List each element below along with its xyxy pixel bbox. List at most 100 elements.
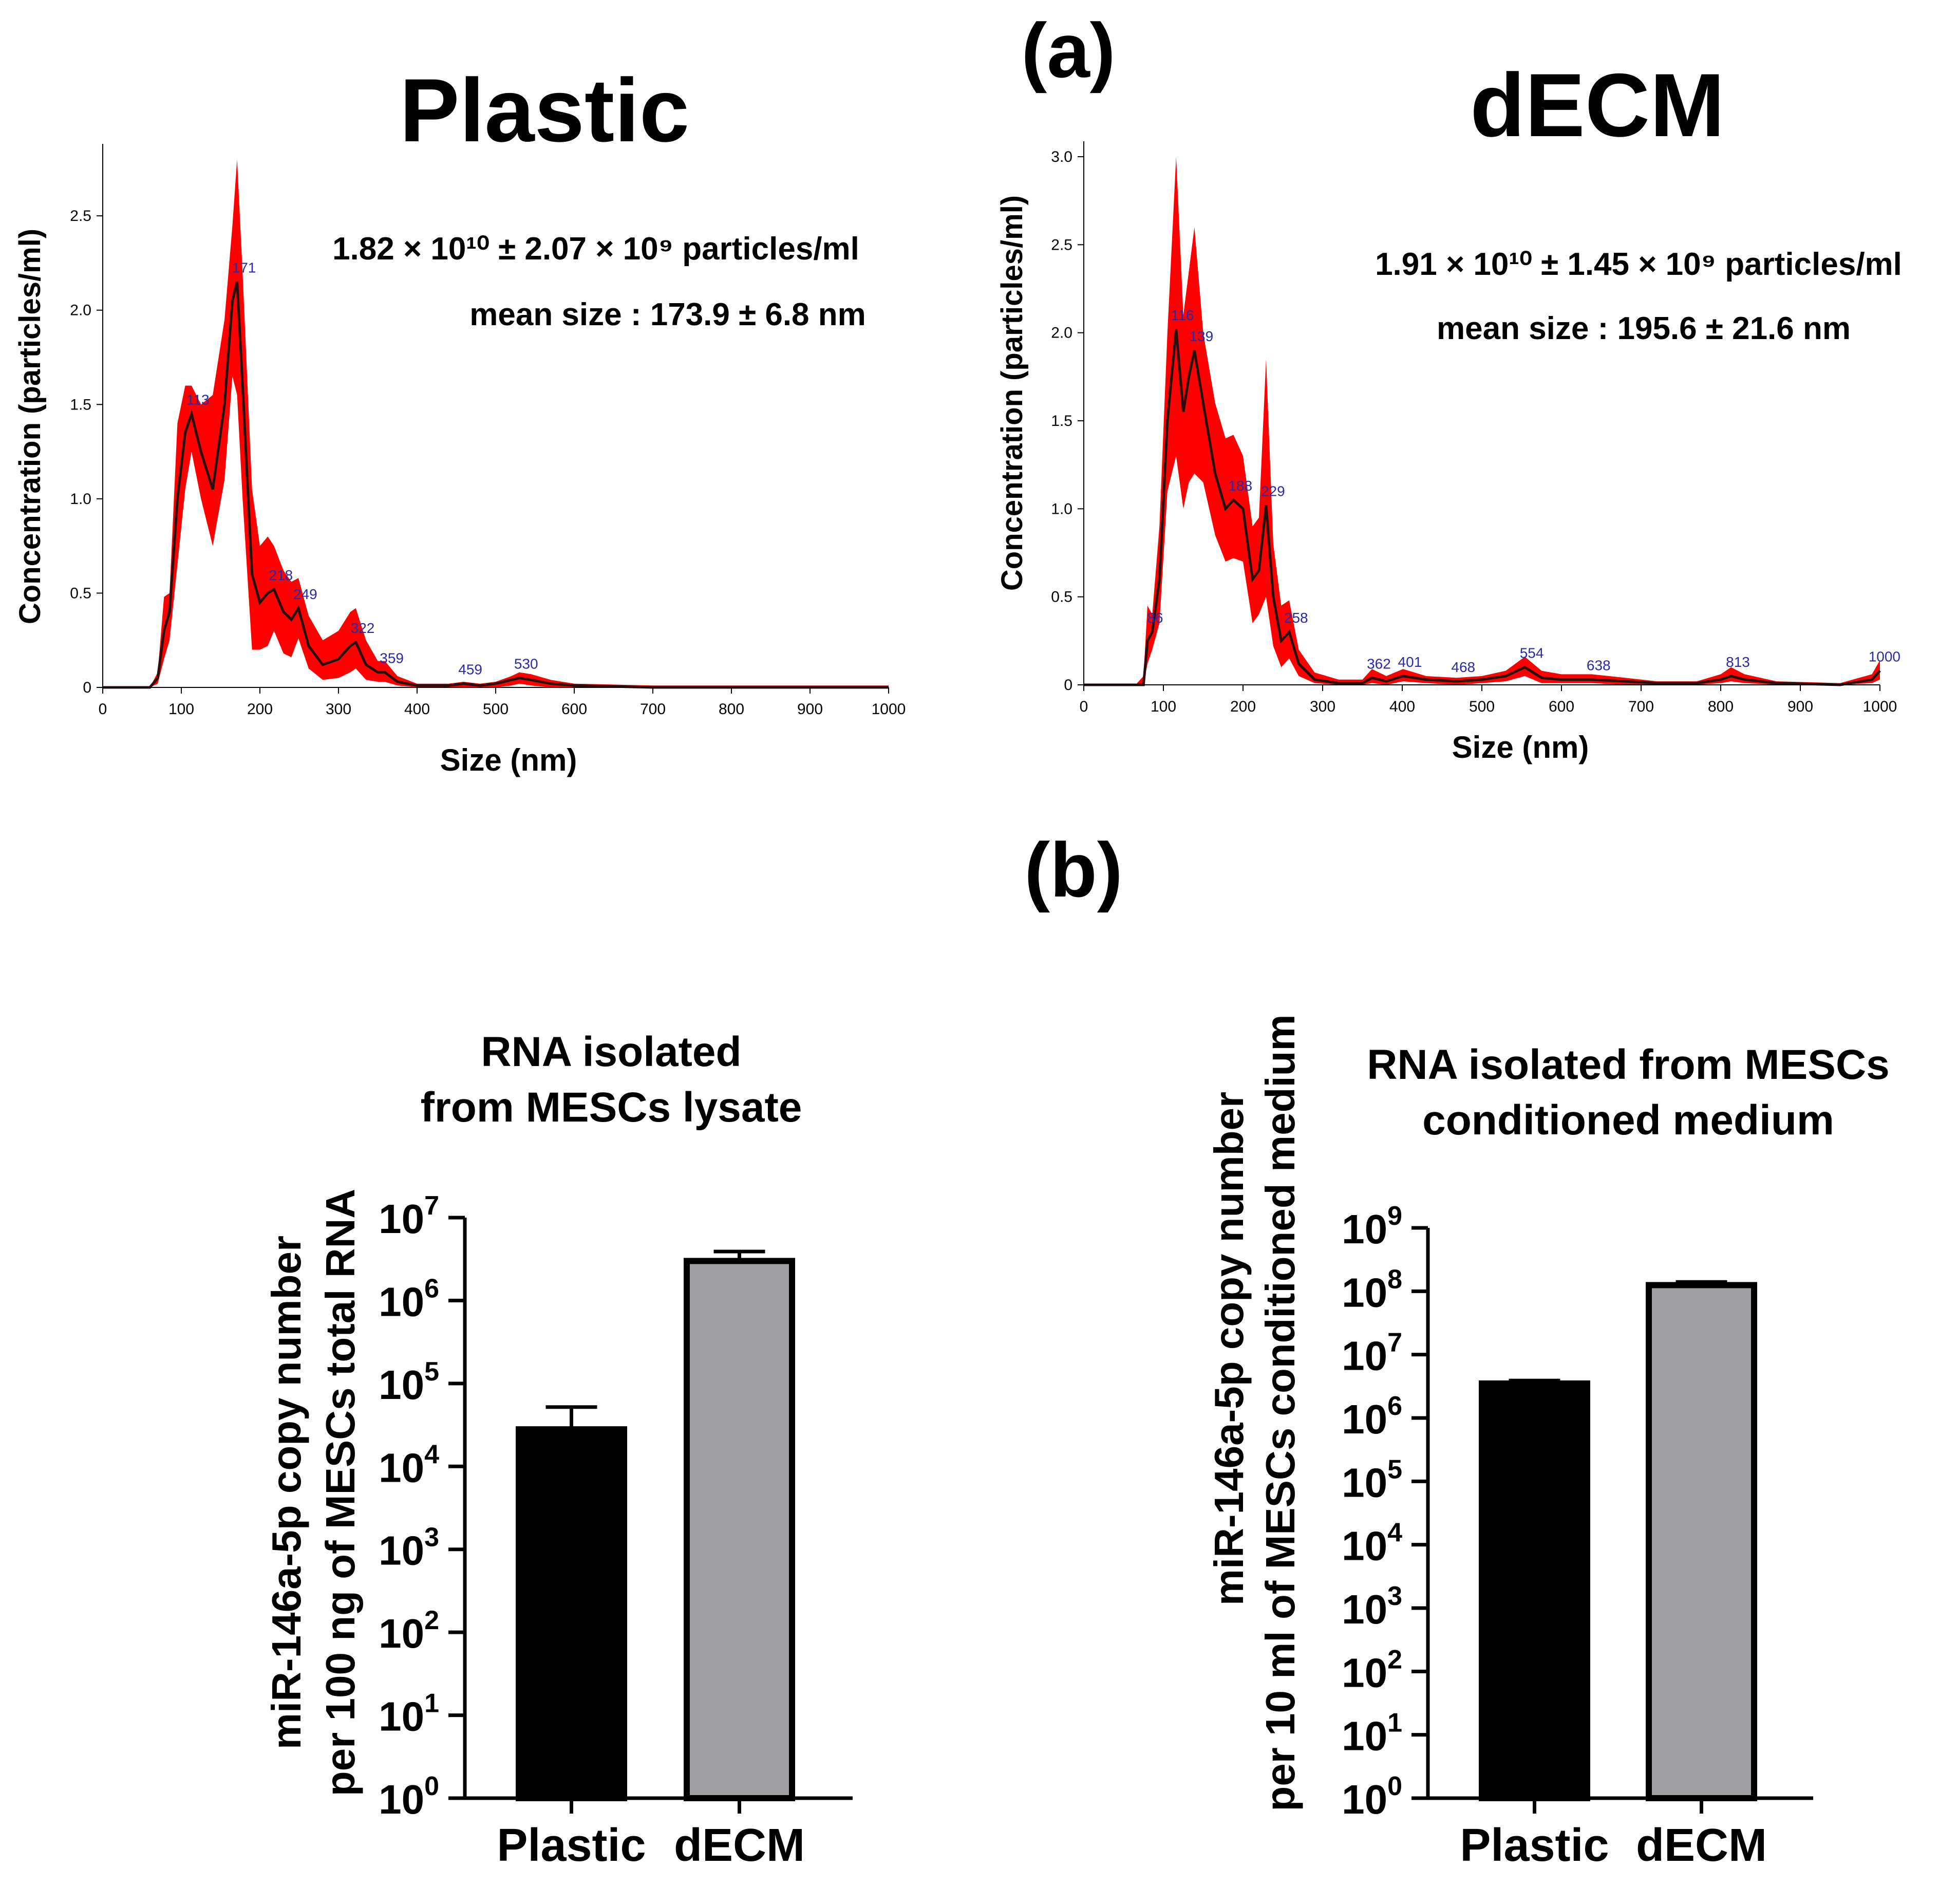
x-tick-label: 900 [1787,698,1813,715]
x-axis-label: Size (nm) [440,743,577,777]
x-tick-label: 300 [1310,698,1335,715]
bar-decm [684,1258,795,1801]
y-tick-label: 1.0 [70,491,91,508]
mean-size-annotation: mean size : 195.6 ± 21.6 nm [1437,311,1851,346]
nta-decm-chart: dECM 1.91 × 10¹⁰ ± 1.45 × 10⁹ particles/… [995,55,1902,764]
chart-title-line-2: conditioned medium [1422,1097,1834,1144]
x-tick-label: 1000 [1863,698,1897,715]
peak-label: 116 [1171,307,1194,323]
y-axis-label-line-2: per 10 ml of MESCs conditioned medium [1257,1014,1303,1811]
x-axis-label: Size (nm) [1452,730,1589,764]
y-tick-label: 104 [379,1440,439,1490]
peak-label: 813 [1726,654,1750,670]
peak-label: 113 [186,392,210,408]
x-tick-label: 500 [1469,698,1495,715]
y-axis-label-line-1: miR-146a-5p copy number [1206,1092,1252,1606]
y-tick-label: 1.5 [1051,413,1072,430]
y-tick-label: 100 [379,1771,439,1822]
y-tick-label: 0 [1064,677,1072,694]
peak-label: 86 [1147,610,1163,626]
y-tick-label: 0.5 [70,585,91,602]
peak-label: 249 [293,586,317,602]
y-tick-label: 106 [1342,1391,1402,1442]
x-tick-label: 400 [404,701,430,718]
panel-label-a: (a) [1021,7,1115,94]
y-tick-label: 1.5 [70,396,91,413]
y-tick-label: 103 [1342,1581,1402,1632]
y-axis-label-line-1: miR-146a-5p copy number [263,1236,309,1749]
bar-plastic [1479,1380,1590,1801]
chart-title-line-2: from MESCs lysate [421,1084,802,1131]
y-tick-label: 0 [83,679,91,696]
chart-title-line-1: RNA isolated [481,1029,741,1075]
y-tick-label: 104 [1342,1518,1402,1569]
chart-title: dECM [1470,55,1725,156]
y-tick-label: 102 [379,1606,439,1656]
y-tick-label: 107 [379,1191,439,1242]
y-tick-label: 107 [1342,1328,1402,1379]
x-tick-label: 800 [1708,698,1734,715]
category-label: Plastic [1460,1820,1609,1871]
panel-label-b: (b) [1024,827,1123,913]
category-label: dECM [1636,1820,1767,1871]
peak-label: 638 [1587,658,1611,674]
peak-label: 554 [1520,645,1544,661]
y-tick-label: 109 [1342,1201,1402,1252]
x-tick-label: 0 [1080,698,1088,715]
x-tick-label: 400 [1389,698,1415,715]
bar-chart-conditioned-medium: RNA isolated from MESCs conditioned medi… [1206,1014,1890,1871]
x-tick-label: 0 [99,701,107,718]
y-tick-label: 103 [379,1523,439,1574]
bar-plastic [516,1426,627,1801]
category-label: dECM [674,1820,805,1871]
peak-label: 218 [269,567,293,583]
y-axis-label: Concentration (particles/ml) [13,229,47,624]
nta-plastic-chart: Plastic 1.82 × 10¹⁰ ± 2.07 × 10⁹ particl… [13,61,906,777]
peak-label: 322 [351,620,375,636]
y-tick-label: 2.0 [1051,325,1072,342]
mean-size-annotation: mean size : 173.9 ± 6.8 nm [469,297,866,332]
x-tick-label: 600 [1549,698,1574,715]
x-tick-label: 100 [1151,698,1176,715]
peak-label: 188 [1228,478,1252,494]
category-label: Plastic [497,1820,646,1871]
peak-label: 139 [1189,328,1213,344]
peak-label: 258 [1284,610,1308,626]
y-tick-label: 101 [379,1689,439,1740]
y-tick-label: 105 [379,1357,439,1408]
x-tick-label: 700 [1628,698,1654,715]
concentration-annotation: 1.82 × 10¹⁰ ± 2.07 × 10⁹ particles/ml [332,231,859,267]
y-tick-label: 3.0 [1051,148,1072,165]
x-tick-label: 300 [326,701,351,718]
x-tick-label: 700 [640,701,666,718]
y-tick-label: 2.5 [70,208,91,225]
peak-label: 171 [232,260,256,276]
y-tick-label: 2.5 [1051,236,1072,253]
y-tick-label: 2.0 [70,302,91,319]
peak-label: 1000 [1869,649,1900,665]
y-tick-label: 108 [1342,1264,1402,1315]
peak-label: 459 [458,662,482,678]
y-tick-label: 105 [1342,1454,1402,1505]
error-band [1084,157,1880,685]
x-tick-label: 100 [168,701,194,718]
y-tick-label: 1.0 [1051,500,1072,517]
x-tick-label: 600 [561,701,587,718]
y-tick-label: 0.5 [1051,589,1072,606]
peak-label: 359 [380,650,404,666]
x-tick-label: 200 [1230,698,1256,715]
bar-chart-lysate: RNA isolated from MESCs lysate miR-146a-… [263,1029,853,1871]
mean-line [103,281,889,689]
mean-line [1084,329,1881,686]
x-tick-label: 1000 [872,701,906,718]
x-tick-label: 900 [797,701,823,718]
y-tick-label: 100 [1342,1771,1402,1822]
peak-label: 530 [514,656,538,672]
y-axis-label-line-2: per 100 ng of MESCs total RNA [317,1189,363,1796]
chart-title: Plastic [400,61,689,161]
peak-label: 468 [1451,659,1475,675]
x-tick-label: 500 [483,701,509,718]
x-tick-label: 200 [247,701,273,718]
y-tick-label: 106 [379,1274,439,1324]
